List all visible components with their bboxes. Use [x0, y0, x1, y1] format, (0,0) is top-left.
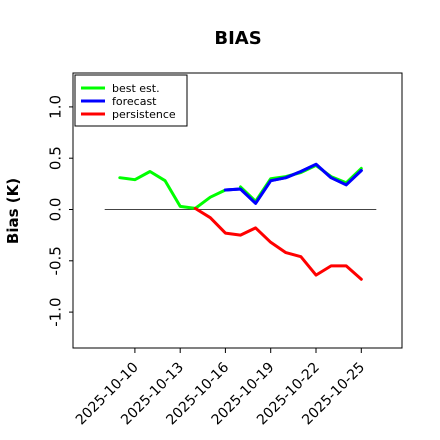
- plot-frame: [72, 72, 403, 349]
- series-line-forecast-top: [223, 162, 363, 205]
- y-tick-label: 0.0: [46, 198, 64, 222]
- series-line-persistence: [193, 206, 363, 281]
- y-axis-label: Bias (K): [4, 178, 22, 244]
- legend-entry: forecast: [112, 95, 157, 108]
- chart-title: BIAS: [214, 28, 261, 49]
- y-tick-label: 1.0: [46, 95, 64, 119]
- y-tick-label: -1.0: [46, 297, 64, 326]
- y-tick-label: -0.5: [46, 246, 64, 275]
- legend-entry: best est.: [112, 82, 160, 95]
- legend-entry: persistence: [112, 108, 176, 121]
- y-tick-label: 0.5: [46, 146, 64, 170]
- series-line-best-est-: [118, 170, 227, 210]
